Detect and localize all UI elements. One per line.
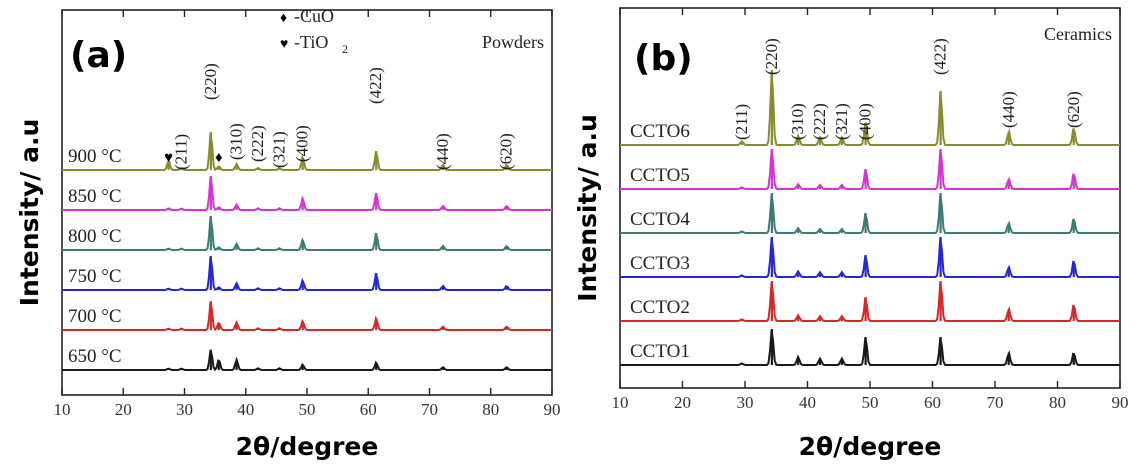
peak-label: (620) bbox=[497, 133, 516, 170]
series-trace bbox=[620, 193, 1120, 234]
series-label: CCTO2 bbox=[630, 297, 690, 318]
series-label: CCTO1 bbox=[630, 341, 690, 362]
series-label: 900 °C bbox=[68, 146, 122, 167]
chart-a-svg: 10 20 30 40 50 60 70 80 90 2θ/degree Intensity/ a.… bbox=[15, 6, 561, 461]
peak-label: (211) bbox=[171, 134, 190, 170]
x-axis-title: 2θ/degree bbox=[799, 432, 942, 461]
series-trace bbox=[62, 349, 552, 372]
peak-label: (440) bbox=[999, 91, 1018, 128]
peak-label: (222) bbox=[248, 125, 267, 162]
plot-frame bbox=[61, 9, 553, 396]
peak-label: (400) bbox=[856, 103, 875, 140]
series-label: CCTO4 bbox=[630, 209, 690, 230]
phase-marker: ♥ bbox=[164, 150, 173, 166]
x-tick-label: 10 bbox=[54, 400, 71, 419]
series-label: 750 °C bbox=[68, 266, 122, 287]
peak-label: (211) bbox=[732, 104, 751, 140]
x-tick-label: 20 bbox=[674, 393, 691, 412]
series-label: CCTO6 bbox=[630, 121, 690, 142]
series-trace bbox=[620, 237, 1120, 278]
plot-frame bbox=[619, 7, 1121, 389]
corner-label: Ceramics bbox=[1044, 24, 1112, 44]
peak-label: (220) bbox=[201, 63, 220, 100]
peak-label: (400) bbox=[293, 125, 312, 162]
x-tick-label: 80 bbox=[1049, 393, 1066, 412]
x-tick-label: 90 bbox=[1112, 393, 1129, 412]
series-trace bbox=[620, 149, 1120, 190]
peak-label: (310) bbox=[227, 123, 246, 160]
legend-symbol: ♦ bbox=[280, 11, 287, 26]
x-tick-label: 60 bbox=[924, 393, 941, 412]
series-label: 800 °C bbox=[68, 226, 122, 247]
series-trace bbox=[62, 176, 552, 211]
series-label: 700 °C bbox=[68, 306, 122, 327]
legend-symbol: ♥ bbox=[280, 37, 288, 52]
x-tick-label: 50 bbox=[299, 400, 316, 419]
x-tick-label: 90 bbox=[544, 400, 561, 419]
x-tick-label: 60 bbox=[360, 400, 377, 419]
peak-label: (310) bbox=[788, 103, 807, 140]
peak-label: (222) bbox=[810, 103, 829, 140]
series-trace bbox=[62, 132, 552, 172]
y-axis-title: Intensity/ a.u bbox=[15, 119, 44, 307]
panel-a-powders: 10 20 30 40 50 60 70 80 90 2θ/degree Intensity/ a.… bbox=[0, 0, 570, 464]
peak-label: (422) bbox=[366, 67, 385, 104]
chart-b-svg: 10 20 30 40 50 60 70 80 90 2θ/degree Intensity/ a.… bbox=[573, 7, 1129, 461]
x-tick-label: 70 bbox=[421, 400, 438, 419]
series-label: 650 °C bbox=[68, 346, 122, 367]
peak-label: (220) bbox=[762, 38, 781, 75]
x-tick-label: 50 bbox=[862, 393, 879, 412]
series-label: CCTO5 bbox=[630, 165, 690, 186]
legend-text: -CuO bbox=[294, 6, 334, 26]
corner-label: Powders bbox=[482, 32, 544, 52]
x-tick-label: 80 bbox=[482, 400, 499, 419]
series-trace bbox=[62, 256, 552, 291]
x-tick-label: 70 bbox=[987, 393, 1004, 412]
x-tick-label: 10 bbox=[612, 393, 629, 412]
panel-label: (a) bbox=[70, 35, 127, 76]
legend-subscript: 2 bbox=[342, 42, 348, 56]
x-tick-label: 20 bbox=[115, 400, 132, 419]
peak-label: (422) bbox=[931, 38, 950, 75]
peak-label: (440) bbox=[433, 133, 452, 170]
phase-marker: ♦ bbox=[215, 150, 223, 166]
series-trace bbox=[620, 329, 1120, 366]
series-trace bbox=[620, 71, 1120, 146]
x-tick-label: 40 bbox=[799, 393, 816, 412]
y-axis-title: Intensity/ a.u bbox=[573, 114, 602, 302]
x-tick-label: 30 bbox=[176, 400, 193, 419]
panel-b-ceramics: 10 20 30 40 50 60 70 80 90 2θ/degree Intensity/ a.… bbox=[570, 0, 1138, 464]
peak-label: (620) bbox=[1064, 91, 1083, 128]
legend-text: -TiO bbox=[294, 32, 328, 52]
x-tick-label: 30 bbox=[737, 393, 754, 412]
peak-label: (321) bbox=[269, 131, 288, 168]
x-tick-label: 40 bbox=[237, 400, 254, 419]
series-label: 850 °C bbox=[68, 186, 122, 207]
x-axis-title: 2θ/degree bbox=[236, 432, 379, 461]
panel-label: (b) bbox=[634, 38, 693, 79]
series-trace bbox=[62, 301, 552, 332]
series-trace bbox=[62, 216, 552, 251]
peak-label: (321) bbox=[832, 103, 851, 140]
series-label: CCTO3 bbox=[630, 253, 690, 274]
series-trace bbox=[620, 281, 1120, 322]
